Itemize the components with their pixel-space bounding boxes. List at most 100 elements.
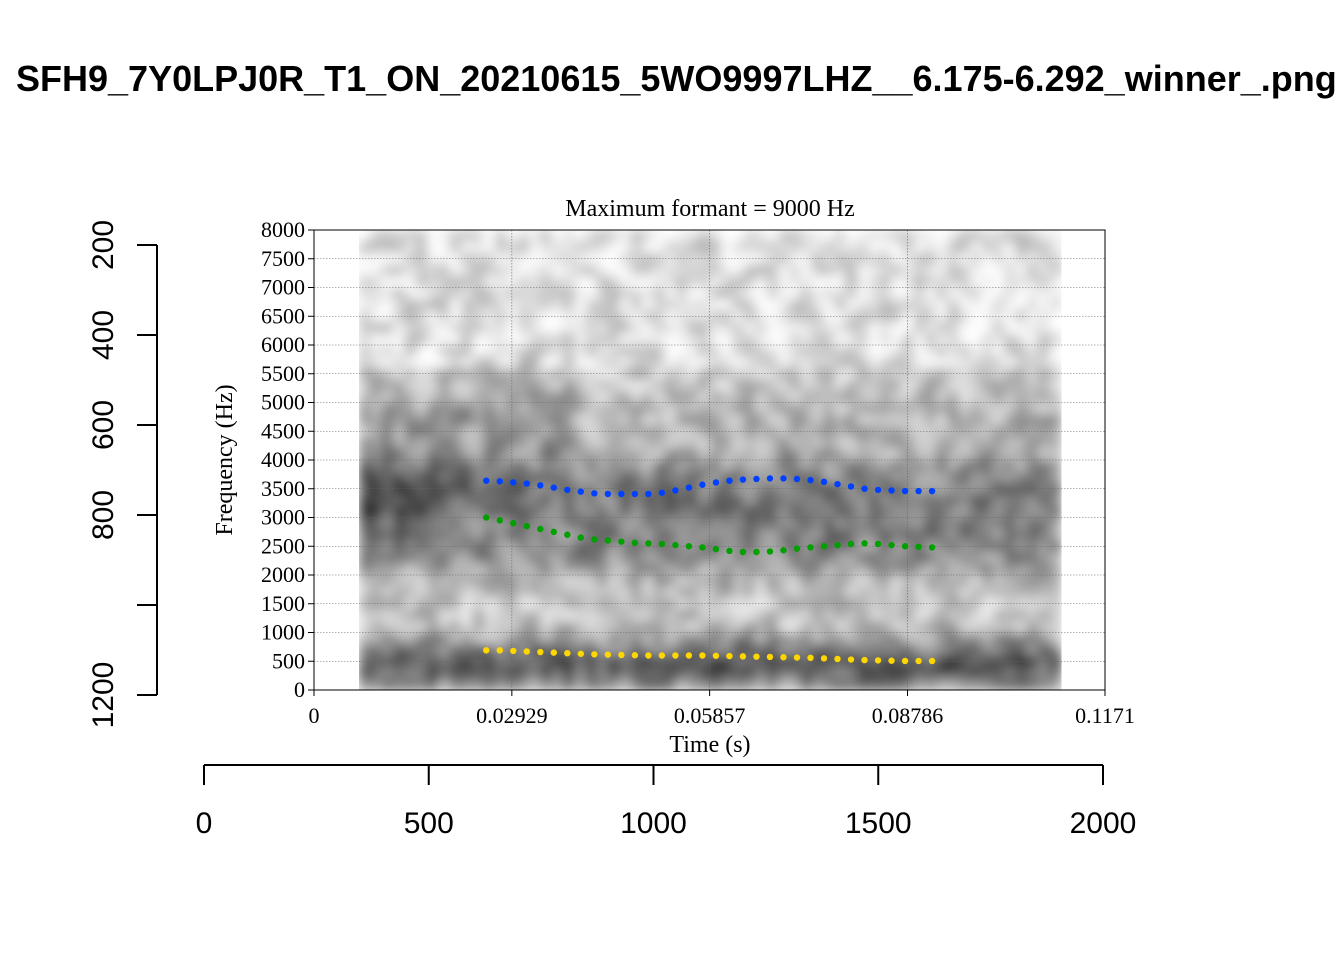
- formant-point: [631, 539, 639, 546]
- formant-point: [672, 652, 679, 659]
- formant-point: [847, 540, 855, 548]
- formant-point: [901, 657, 909, 665]
- formant-point: [699, 481, 706, 488]
- formant-point: [577, 650, 585, 657]
- formant-point: [618, 538, 625, 545]
- y-tick-label: 1000: [261, 620, 305, 645]
- outer-x-axis: 0 500 1000 1500 2000: [196, 764, 1137, 840]
- formant-point: [807, 544, 814, 551]
- formant-point: [658, 540, 666, 548]
- formant-point: [915, 657, 922, 665]
- y-tick-label: 2000: [261, 562, 305, 587]
- x-tick-label: 0.02929: [476, 703, 548, 728]
- formant-point: [672, 541, 679, 549]
- y-tick-label: 6000: [261, 332, 305, 357]
- formant-point: [537, 525, 544, 533]
- outer-y-axis: 200 400 600 800 1200: [87, 220, 158, 729]
- formant-point: [510, 479, 517, 486]
- y-tick-label: 7000: [261, 275, 305, 300]
- formant-point: [658, 489, 666, 496]
- formant-point: [564, 531, 571, 538]
- formant-point: [618, 490, 625, 498]
- formant-point: [874, 486, 882, 494]
- formant-point: [550, 528, 557, 536]
- formant-point: [672, 487, 679, 494]
- formant-point: [699, 652, 706, 659]
- y-tick-label: 2500: [261, 533, 305, 558]
- y-tick-label: 5500: [261, 361, 305, 386]
- formant-point: [577, 488, 585, 495]
- formant-point: [847, 656, 855, 663]
- x-tick-label: 0.1171: [1075, 703, 1135, 728]
- formant-point: [645, 490, 652, 498]
- formant-point: [861, 656, 868, 664]
- formant-point: [928, 487, 936, 495]
- formant-point: [820, 478, 828, 486]
- outer-y-tick-label: 400: [87, 310, 120, 360]
- formant-series-3: [483, 475, 936, 498]
- formant-point: [780, 547, 787, 554]
- outer-y-tick-label: 1200: [87, 662, 120, 729]
- formant-point: [888, 657, 895, 664]
- formant-point: [523, 648, 530, 655]
- outer-x-tick-label: 0: [196, 807, 213, 840]
- y-tick-label: 3000: [261, 505, 305, 530]
- formant-point: [631, 652, 639, 659]
- formant-point: [699, 544, 706, 551]
- y-tick-label: 1500: [261, 591, 305, 616]
- formant-point: [631, 490, 639, 498]
- formant-point: [834, 480, 841, 488]
- formant-point: [483, 514, 490, 521]
- formant-point: [564, 486, 571, 494]
- formant-point: [928, 657, 936, 665]
- formant-point: [915, 543, 922, 551]
- formant-point: [658, 652, 666, 659]
- formant-point: [874, 657, 882, 664]
- formant-point: [550, 649, 557, 656]
- spectrogram: [359, 230, 1062, 690]
- formant-point: [834, 541, 841, 549]
- x-tick-label: 0: [309, 703, 320, 728]
- formant-point: [712, 545, 720, 553]
- formant-point: [523, 480, 530, 487]
- formant-point: [726, 477, 733, 484]
- formant-point: [685, 652, 693, 659]
- formant-point: [604, 490, 612, 498]
- formant-point: [496, 517, 503, 524]
- formant-point: [753, 475, 760, 483]
- y-tick-label: 6500: [261, 303, 305, 328]
- formant-point: [726, 547, 733, 555]
- formant-point: [847, 483, 855, 490]
- outer-x-tick-label: 1500: [845, 807, 912, 840]
- formant-point: [496, 647, 503, 654]
- outer-x-tick-label: 500: [404, 807, 454, 840]
- y-tick-label: 0: [294, 677, 305, 702]
- outer-y-tick-label: 800: [87, 490, 120, 540]
- outer-x-tick-label: 2000: [1070, 807, 1137, 840]
- formant-point: [888, 541, 895, 549]
- formant-point: [766, 548, 774, 555]
- y-tick-label: 7500: [261, 246, 305, 271]
- y-tick-label: 5000: [261, 390, 305, 415]
- x-tick-label: 0.08786: [872, 703, 944, 728]
- formant-point: [510, 520, 517, 527]
- formant-point: [604, 537, 612, 544]
- y-tick-label: 500: [272, 648, 305, 673]
- x-axis-label: Time (s): [669, 732, 750, 758]
- formant-point: [861, 540, 868, 547]
- formant-point: [766, 475, 774, 482]
- formant-point: [807, 476, 814, 484]
- formant-point: [861, 485, 868, 492]
- formant-series-1: [483, 647, 936, 665]
- formant-point: [604, 651, 612, 658]
- formant-point: [591, 536, 598, 543]
- formant-point: [510, 647, 517, 655]
- page-title: SFH9_7Y0LPJ0R_T1_ON_20210615_5WO9997LHZ_…: [16, 58, 1337, 99]
- formant-point: [739, 476, 747, 483]
- time-axis: 0 0.02929 0.05857 0.08786 0.1171: [309, 690, 1135, 728]
- formant-point: [834, 655, 841, 663]
- formant-point: [780, 475, 787, 482]
- formant-point: [793, 545, 801, 552]
- formant-point: [712, 652, 720, 659]
